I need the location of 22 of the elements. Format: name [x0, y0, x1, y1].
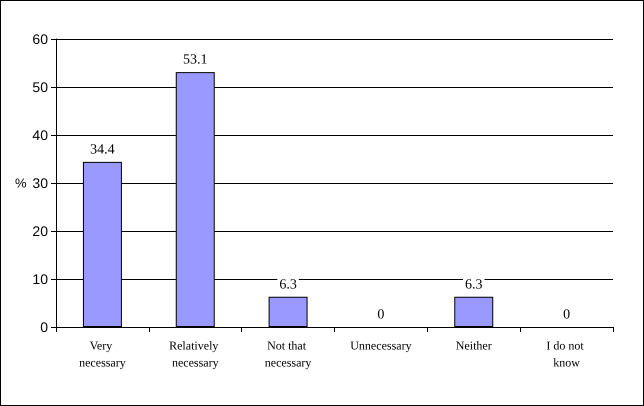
- data-label: 0: [377, 308, 384, 322]
- x-tick-label: Neither: [456, 338, 492, 352]
- y-tick-label: 50: [32, 79, 48, 95]
- data-label: 0: [563, 308, 570, 322]
- y-tick-label: 0: [40, 319, 48, 335]
- data-label: 53.1: [183, 52, 208, 68]
- data-label: 6.3: [465, 277, 482, 292]
- x-tick-label: Relatively necessary: [169, 338, 222, 370]
- x-tick-label: Very necessary: [79, 338, 126, 370]
- y-tick-label: 40: [32, 127, 48, 143]
- y-tick-label: 10: [32, 271, 48, 287]
- data-label: 34.4: [90, 142, 115, 158]
- y-tick-label: 30: [32, 175, 48, 191]
- x-tick-label: Unnecessary: [350, 338, 412, 352]
- y-tick-label: 60: [32, 31, 48, 47]
- data-label: 6.3: [279, 277, 297, 292]
- x-tick-label: I do not know: [546, 338, 587, 370]
- bar: [454, 296, 494, 327]
- bar: [268, 296, 308, 327]
- y-tick-label: 20: [32, 223, 48, 239]
- y-axis-title: %: [14, 176, 27, 190]
- x-tick-label: Not that necessary: [264, 338, 312, 370]
